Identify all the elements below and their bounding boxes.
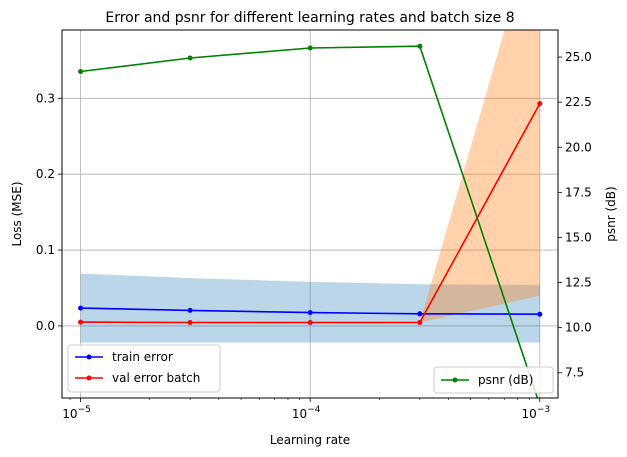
- right-y-tick-label: 20.0: [565, 140, 592, 154]
- legend-train-error-marker: [86, 354, 92, 360]
- legend-left: train error val error batch: [67, 344, 221, 393]
- x-axis-label: Learning rate: [270, 433, 350, 447]
- legend-val-error-label: val error batch: [112, 371, 200, 385]
- legend-left-box: [67, 344, 221, 393]
- axis-ticks: 10−5 10−4 10−3 0.0 0.1 0.2 0.3 7.5 10.0 12.5 15.0 1…: [36, 50, 592, 421]
- right-y-tick-label: 22.5: [565, 95, 592, 109]
- point-2-1: [187, 55, 193, 61]
- x-tick-label: 10−4: [292, 405, 321, 421]
- right-y-axis-label: psnr (dB): [604, 186, 618, 241]
- point-1-1: [187, 320, 193, 325]
- left-y-tick-label: 0.1: [36, 243, 55, 257]
- legend-psnr-marker: [452, 377, 458, 383]
- point-2-3: [417, 43, 423, 49]
- point-1-4: [537, 101, 543, 107]
- legend-right: psnr (dB): [433, 366, 554, 394]
- point-0-1: [187, 307, 193, 313]
- legend-right-box: [433, 366, 554, 394]
- point-2-2: [307, 45, 313, 51]
- left-y-tick-label: 0.0: [36, 319, 55, 333]
- band-0: [80, 273, 540, 343]
- point-1-3: [417, 320, 423, 325]
- left-y-tick-label: 0.2: [36, 167, 55, 181]
- point-0-2: [307, 310, 313, 316]
- left-y-axis-label: Loss (MSE): [10, 181, 24, 246]
- point-0-0: [78, 305, 84, 311]
- series-lines: [78, 43, 543, 398]
- x-tick-label: 10−5: [62, 405, 91, 421]
- point-0-4: [537, 311, 543, 317]
- legend-val-error-marker: [86, 375, 92, 381]
- right-y-tick-label: 15.0: [565, 230, 592, 244]
- right-y-tick-label: 25.0: [565, 50, 592, 64]
- band-1: [80, 30, 540, 323]
- confidence-bands: [80, 30, 540, 343]
- chart-title: Error and psnr for different learning ra…: [105, 10, 514, 26]
- right-y-tick-label: 17.5: [565, 185, 592, 199]
- left-y-tick-label: 0.3: [36, 91, 55, 105]
- point-1-2: [307, 320, 313, 325]
- point-2-0: [78, 69, 84, 74]
- point-0-3: [417, 311, 423, 317]
- legend-train-error-label: train error: [112, 350, 173, 364]
- x-tick-label: 10−3: [522, 405, 551, 421]
- legend-psnr-label: psnr (dB): [478, 373, 533, 387]
- right-y-tick-label: 7.5: [565, 366, 584, 380]
- right-y-tick-label: 10.0: [565, 321, 592, 335]
- right-y-tick-label: 12.5: [565, 276, 592, 290]
- grid: [62, 30, 558, 398]
- point-1-0: [78, 319, 84, 325]
